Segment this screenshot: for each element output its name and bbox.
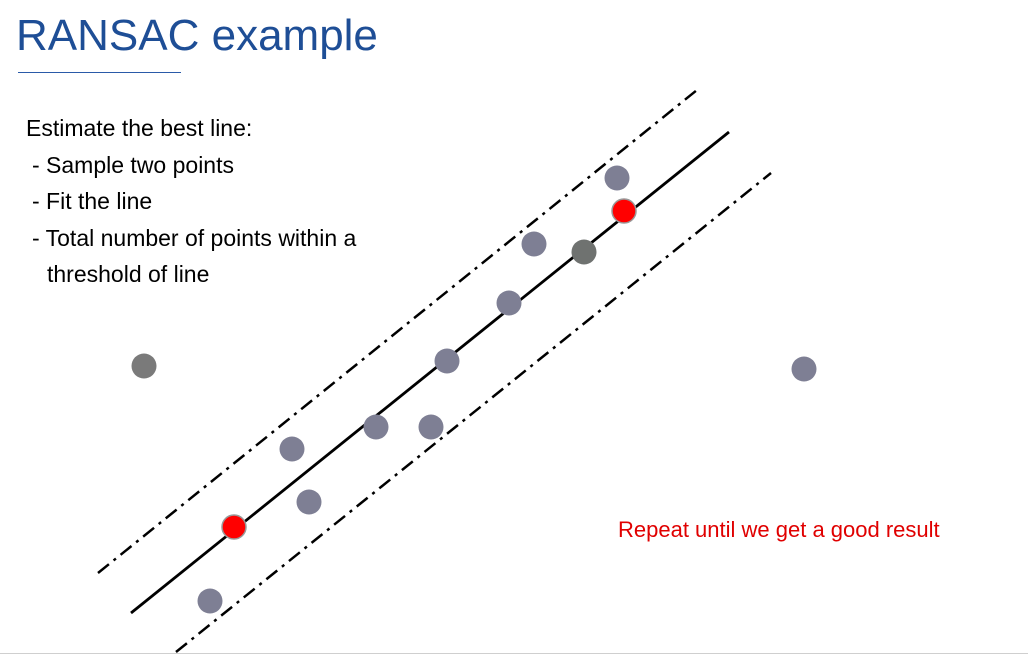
outlier-point — [131, 353, 157, 379]
instruction-step-count-continuation: threshold of line — [47, 261, 210, 287]
outlier-point — [791, 356, 817, 382]
inlier-point — [571, 239, 597, 265]
slide-title: RANSAC example — [16, 11, 378, 60]
sampled-point — [221, 514, 247, 540]
inlier-point — [296, 489, 322, 515]
sampled-point — [611, 198, 637, 224]
instruction-step-sample: - Sample two points — [32, 151, 234, 178]
repeat-note: Repeat until we get a good result — [618, 517, 940, 542]
instruction-step-fit: - Fit the line — [32, 188, 153, 214]
instruction-list: Estimate the best line: - Sample two poi… — [26, 110, 356, 293]
instruction-step-count: - Total number of points within a — [32, 224, 357, 251]
inlier-point — [604, 165, 630, 191]
inlier-point — [363, 414, 389, 440]
inlier-point — [496, 290, 522, 316]
instruction-heading: Estimate the best line: — [26, 115, 253, 141]
upper-threshold-line — [97, 89, 698, 574]
inlier-point — [434, 348, 460, 374]
inlier-point — [279, 436, 305, 462]
inlier-point — [197, 588, 223, 614]
bottom-divider — [0, 653, 1028, 654]
inlier-point — [418, 414, 444, 440]
lower-threshold-line — [175, 172, 772, 653]
title-underline — [18, 72, 181, 73]
inlier-point — [521, 231, 547, 257]
